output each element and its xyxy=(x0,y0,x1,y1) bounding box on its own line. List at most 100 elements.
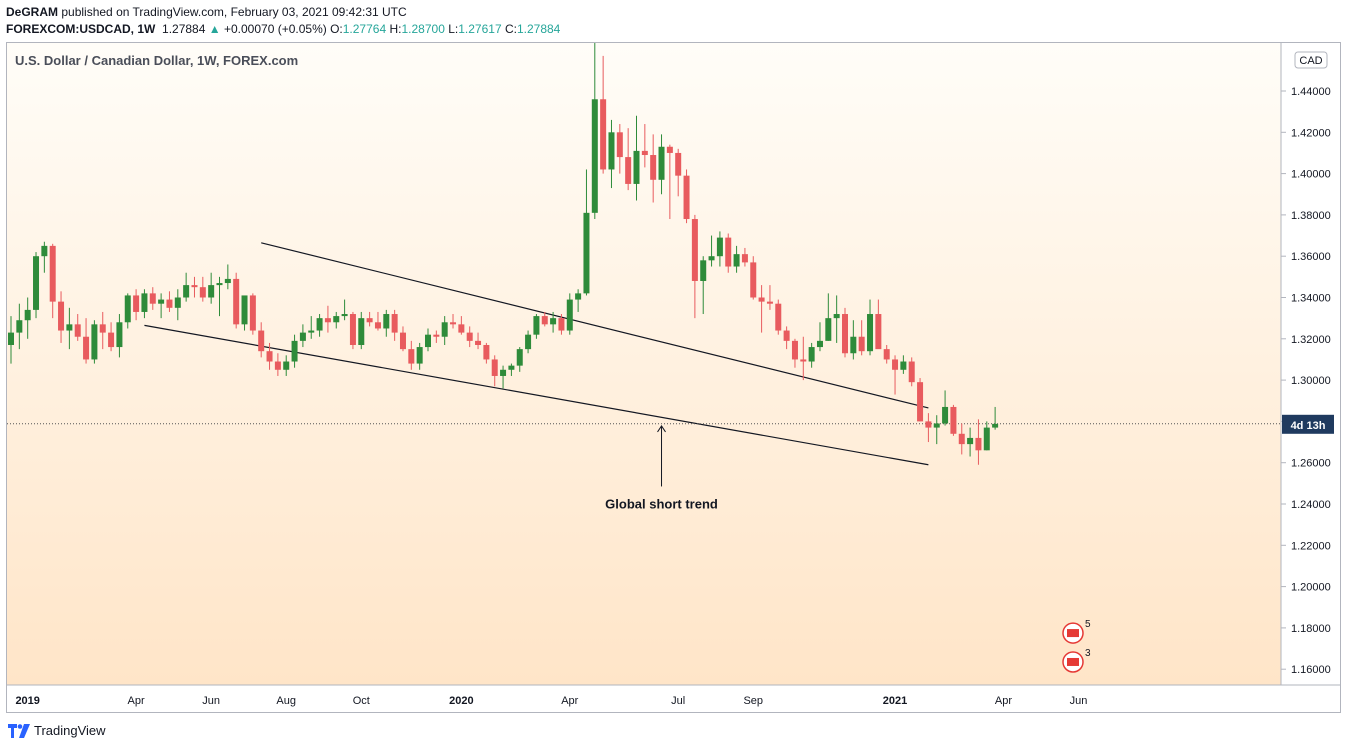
candle xyxy=(41,241,48,273)
candle-body xyxy=(750,262,757,298)
last-price: 1.27884 xyxy=(162,22,206,36)
tradingview-logo-icon xyxy=(8,723,30,738)
candle xyxy=(892,355,899,395)
plot-background xyxy=(7,43,1281,685)
candle-body xyxy=(616,132,623,158)
candle-body xyxy=(858,336,865,352)
high-label: H: xyxy=(389,22,402,36)
ohlc-line: FOREXCOM:USDCAD, 1W 1.27884 ▲ +0.00070 (… xyxy=(6,21,560,38)
candle xyxy=(374,311,381,331)
candle xyxy=(308,316,315,339)
candle xyxy=(733,245,740,273)
candle-body xyxy=(766,301,773,304)
candle-body xyxy=(683,175,690,220)
candle xyxy=(625,128,632,191)
candle-body xyxy=(783,330,790,341)
price-chart[interactable]: Global short trend 5 3 1.44000 1.42000 1.400… xyxy=(7,43,1341,713)
candle-body xyxy=(741,254,748,263)
candle xyxy=(466,326,473,348)
candle-body xyxy=(408,349,415,364)
candle-body xyxy=(733,254,740,267)
candle-body xyxy=(274,361,281,370)
candle xyxy=(616,124,623,174)
high-value: 1.28700 xyxy=(401,22,445,36)
tradingview-footer[interactable]: TradingView xyxy=(8,723,106,738)
candle xyxy=(141,289,148,319)
candle-body xyxy=(66,324,73,331)
close-value: 1.27884 xyxy=(516,22,561,36)
candle-body xyxy=(149,293,156,304)
candle xyxy=(116,314,123,358)
candle xyxy=(249,293,256,335)
candle-body xyxy=(208,285,215,298)
low-value: 1.27617 xyxy=(458,22,502,36)
symbol-label: FOREXCOM:USDCAD, 1W xyxy=(6,22,156,36)
candle-body xyxy=(299,332,306,341)
candle xyxy=(933,415,940,445)
candle-body xyxy=(333,316,340,323)
candle-body xyxy=(992,423,999,428)
candle-body xyxy=(608,132,615,170)
chart-panel[interactable]: Global short trend 5 3 1.44000 1.42000 1.400… xyxy=(6,42,1341,713)
candle-body xyxy=(133,295,140,312)
candle-body xyxy=(875,314,882,350)
chart-title[interactable]: U.S. Dollar / Canadian Dollar, 1W, FOREX… xyxy=(15,53,299,68)
price-tick-label: 1.24000 xyxy=(1291,499,1331,511)
candle-body xyxy=(341,314,348,317)
candle-body xyxy=(41,245,48,257)
candle xyxy=(408,340,415,370)
candle xyxy=(867,299,874,356)
price-tick-label: 1.16000 xyxy=(1291,664,1331,676)
candle-body xyxy=(725,237,732,267)
candle-body xyxy=(758,297,765,302)
candle xyxy=(900,355,907,374)
time-tick-label: Apr xyxy=(995,695,1012,707)
candle-body xyxy=(658,146,665,180)
candle-body xyxy=(349,314,356,345)
candle xyxy=(816,322,823,352)
candle xyxy=(725,233,732,273)
candle-body xyxy=(124,295,131,323)
candle xyxy=(316,314,323,337)
published-text: published on TradingView.com, February 0… xyxy=(61,5,407,19)
candle-body xyxy=(533,316,540,335)
change-value: +0.00070 (+0.05%) xyxy=(223,22,327,36)
candle xyxy=(425,328,431,352)
time-tick-label: Oct xyxy=(353,695,370,707)
candle xyxy=(8,316,14,364)
us-event-icon: 5 xyxy=(1062,619,1091,644)
candle xyxy=(608,119,615,189)
candle xyxy=(49,243,56,319)
candle-body xyxy=(500,369,507,376)
candle-body xyxy=(450,322,457,325)
candle-body xyxy=(233,278,240,325)
candle-body xyxy=(925,421,932,428)
candle-body xyxy=(583,212,590,294)
price-tick-label: 1.34000 xyxy=(1291,293,1331,305)
candle xyxy=(883,344,890,364)
candle-body xyxy=(374,322,381,329)
candle-body xyxy=(900,361,907,370)
author-name[interactable]: DeGRAM xyxy=(6,5,59,19)
candle xyxy=(391,309,398,341)
candle xyxy=(216,276,223,317)
open-label: O: xyxy=(330,22,343,36)
candle xyxy=(683,169,690,224)
candle-body xyxy=(241,295,248,325)
candle xyxy=(658,134,665,195)
candle xyxy=(108,322,115,352)
candle-body xyxy=(942,406,949,424)
candle-body xyxy=(83,336,90,360)
candle-body xyxy=(575,293,582,300)
candle-body xyxy=(983,427,990,451)
candle-body xyxy=(842,314,848,354)
candle xyxy=(483,342,490,364)
candle xyxy=(566,293,573,335)
candle-body xyxy=(191,285,198,288)
candle-body xyxy=(525,334,532,350)
candle xyxy=(91,320,98,364)
candle xyxy=(258,322,265,358)
candle-body xyxy=(199,287,206,298)
candle xyxy=(533,314,540,339)
candle-body xyxy=(458,324,465,333)
